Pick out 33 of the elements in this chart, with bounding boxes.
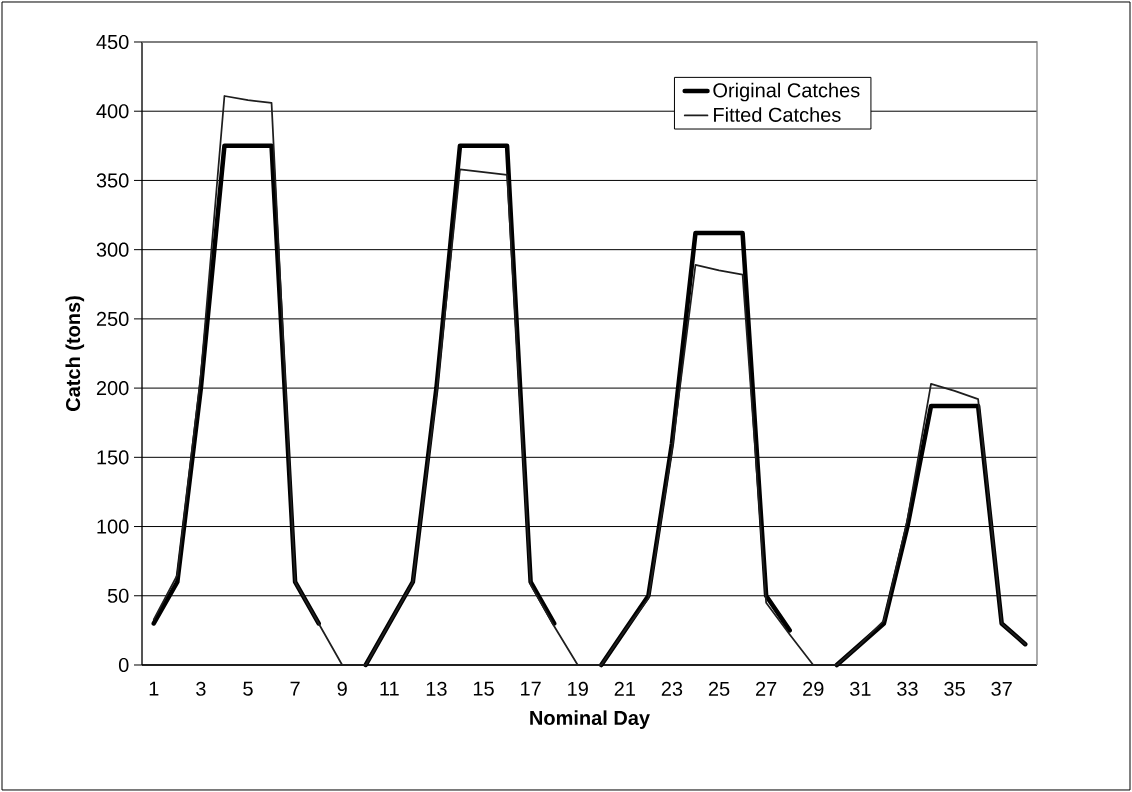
x-tick-label: 9 <box>337 681 347 696</box>
y-tick-label: 150 <box>97 450 129 465</box>
legend-label: Original Catches <box>713 82 860 102</box>
x-tick-label: 25 <box>708 681 730 696</box>
x-tick-label: 27 <box>756 681 777 696</box>
x-tick-label: 7 <box>290 681 300 696</box>
x-tick-label: 11 <box>380 681 399 696</box>
y-tick-label: 0 <box>118 657 129 673</box>
x-tick-label: 23 <box>661 681 683 696</box>
y-tick-label: 400 <box>96 104 129 119</box>
y-axis-title: Catch (tons) <box>65 296 85 411</box>
y-tick-label: 250 <box>96 311 129 326</box>
x-tick-label: 29 <box>803 681 824 696</box>
x-tick-label: 13 <box>426 681 447 696</box>
y-tick-label: 200 <box>96 381 129 396</box>
x-tick-label: 5 <box>243 681 253 696</box>
y-tick-label: 100 <box>97 519 129 534</box>
x-tick-label: 15 <box>473 681 494 696</box>
x-tick-label: 31 <box>849 681 871 696</box>
x-axis-title: Nominal Day <box>530 710 650 729</box>
x-tick-label: 37 <box>991 681 1012 696</box>
y-tick-label: 350 <box>96 173 129 188</box>
x-tick-label: 1 <box>149 681 159 696</box>
y-tick-label: 50 <box>107 588 129 603</box>
x-tick-label: 35 <box>944 681 965 696</box>
legend-label: Fitted Catches <box>714 107 841 122</box>
x-tick-label: 3 <box>196 681 206 696</box>
x-tick-label: 17 <box>521 681 541 696</box>
x-tick-label: 33 <box>897 681 918 696</box>
x-tick-label: 19 <box>568 681 588 696</box>
y-tick-label: 450 <box>96 34 129 50</box>
y-tick-label: 300 <box>96 242 129 257</box>
x-tick-label: 21 <box>614 681 635 696</box>
